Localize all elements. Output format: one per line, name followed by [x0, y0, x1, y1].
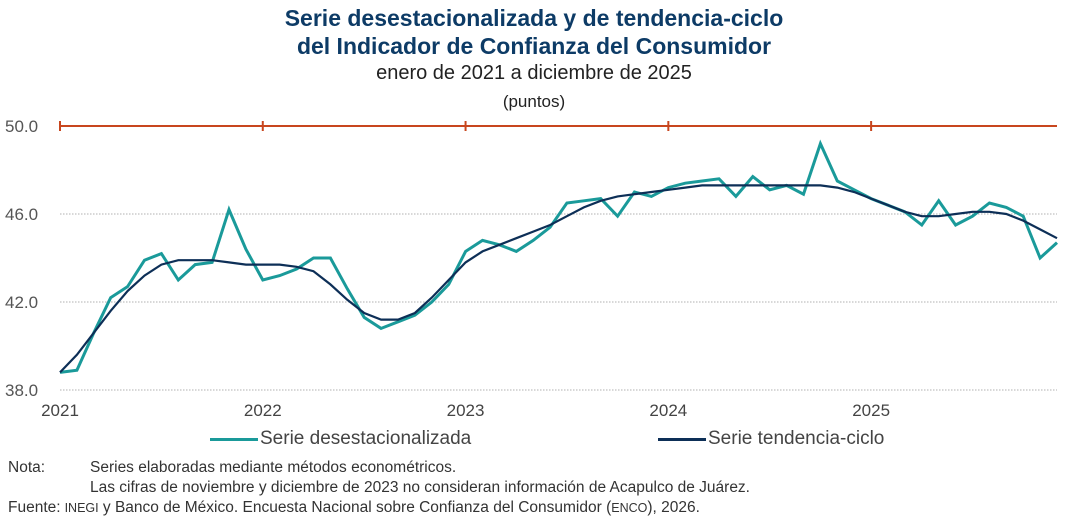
chart-units: (puntos)	[502, 92, 566, 111]
legend-item-trend: Serie tendencia-ciclo	[658, 428, 884, 450]
series-line-seasonal	[59, 139, 1059, 374]
source-org-enco: ENCO	[611, 501, 648, 515]
note-label: Nota:	[8, 459, 46, 476]
note-line-1: Series elaboradas mediante métodos econo…	[90, 459, 457, 476]
y-tick-label: 46.0	[5, 205, 38, 224]
x-tick-label: 2025	[852, 401, 890, 420]
legend-swatch-seasonal	[210, 437, 258, 441]
x-tick-label: 2022	[244, 401, 282, 420]
chart-title-line1: Serie desestacionalizada y de tendencia-…	[284, 5, 784, 31]
x-tick-label: 2024	[649, 401, 687, 420]
y-tick-label: 42.0	[5, 293, 38, 312]
source-line: Fuente: INEGI y Banco de México. Encuest…	[8, 498, 750, 518]
x-tick-label: 2023	[447, 401, 485, 420]
legend-item-seasonal: Serie desestacionalizada	[210, 428, 471, 450]
chart-subtitle: enero de 2021 a diciembre de 2025	[376, 62, 692, 84]
chart-title-line2: del Indicador de Confianza del Consumido…	[296, 33, 772, 59]
source-text: y Banco de México. Encuesta Nacional sob…	[98, 499, 612, 516]
legend-swatch-trend	[658, 437, 706, 441]
source-label: Fuente:	[8, 499, 61, 516]
y-tick-label: 38.0	[5, 381, 38, 400]
source-org-inegi: INEGI	[64, 501, 99, 515]
x-tick-label: 2021	[41, 401, 79, 420]
series-line-trend	[59, 184, 1058, 374]
y-tick-label: 50.0	[5, 117, 38, 136]
legend-label-trend: Serie tendencia-ciclo	[708, 428, 885, 449]
legend-label-seasonal: Serie desestacionalizada	[260, 428, 472, 449]
note-line-2: Las cifras de noviembre y diciembre de 2…	[90, 479, 750, 496]
source-end: ), 2026.	[647, 499, 700, 516]
chart-notes: Nota: Series elaboradas mediante métodos…	[8, 458, 750, 518]
